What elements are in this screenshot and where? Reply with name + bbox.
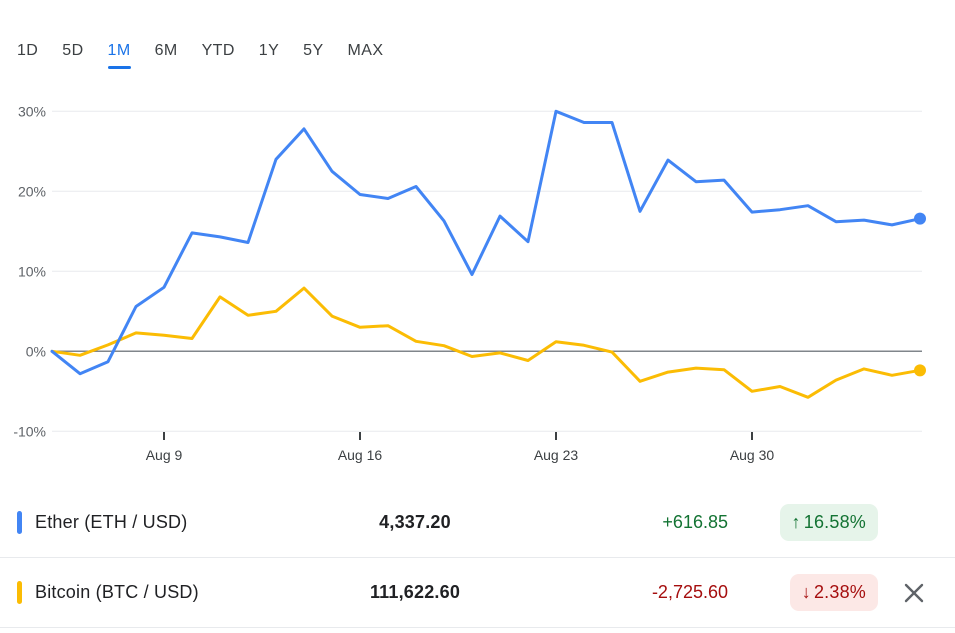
close-icon — [904, 583, 924, 602]
tab-underline — [348, 66, 384, 69]
bitcoin-end-dot — [914, 364, 926, 377]
tab-underline — [155, 66, 178, 69]
legend-row-bitcoin: Bitcoin (BTC / USD) 111,622.60 -2,725.60 ↓ 2… — [0, 558, 955, 628]
badge-slot: ↑ 16.58% — [728, 504, 878, 541]
tab-label: YTD — [201, 42, 235, 59]
percent-change-badge: ↓ 2.38% — [789, 574, 878, 611]
legend-row-ether: Ether (ETH / USD) 4,337.20 +616.85 ↑ 16.58% — [0, 488, 955, 558]
percent-change-value: 2.38% — [813, 582, 866, 602]
percent-change-badge: ↑ 16.58% — [779, 504, 878, 541]
tab-label: 6M — [154, 42, 178, 59]
close-slot — [889, 576, 939, 610]
tab-label: MAX — [347, 42, 384, 59]
ether-line — [50, 109, 922, 376]
chart-svg[interactable]: 30% 20% 10% 0% -10% Aug 9 Aug 16 Aug 23 Aug 30 — [0, 88, 955, 470]
badge-slot: ↓ 2.38% — [728, 574, 878, 611]
series-price-change: -2,725.60 — [651, 582, 728, 602]
series-price: 111,622.60 — [369, 582, 461, 602]
tab-max[interactable]: MAX — [344, 42, 388, 69]
series-price-change: +616.85 — [662, 512, 728, 532]
y-axis-label: 10% — [18, 263, 46, 279]
tab-5d[interactable]: 5D — [58, 42, 87, 69]
tab-underline — [62, 66, 83, 69]
percent-change-value: 16.58% — [803, 512, 866, 532]
y-axis-label: 30% — [18, 103, 46, 119]
series-name: Ether (ETH / USD) — [35, 512, 188, 532]
x-axis-label: Aug 9 — [146, 447, 183, 463]
tab-1d[interactable]: 1D — [13, 42, 42, 69]
tab-label: 1Y — [258, 42, 280, 59]
tab-label: 1M — [107, 42, 131, 59]
tab-underline — [303, 66, 323, 69]
tab-underline — [17, 66, 38, 69]
selected-tab-underline — [107, 66, 131, 69]
tab-label: 1D — [17, 42, 39, 59]
series-color-marker — [17, 511, 22, 534]
x-axis-label: Aug 23 — [534, 447, 579, 463]
tab-6m[interactable]: 6M — [151, 42, 182, 69]
arrow-up-icon: ↑ — [791, 512, 801, 532]
y-axis-label: 20% — [18, 183, 46, 199]
tab-label: 5D — [62, 42, 84, 59]
time-range-tabs: 1D 5D 1M 6M YTD 1Y 5Y MAX — [0, 0, 955, 75]
series-color-marker — [17, 581, 22, 604]
ether-end-dot — [914, 212, 926, 225]
series-price: 4,337.20 — [379, 512, 451, 532]
tab-1m[interactable]: 1M — [104, 42, 135, 69]
tab-label: 5Y — [303, 42, 324, 59]
tab-1y[interactable]: 1Y — [255, 42, 283, 69]
tab-underline — [259, 66, 279, 69]
chart: 30% 20% 10% 0% -10% Aug 9 Aug 16 Aug 23 Aug 30 — [0, 88, 955, 475]
legend-table: Ether (ETH / USD) 4,337.20 +616.85 ↑ 16.58% B… — [0, 488, 955, 628]
remove-comparison-button[interactable] — [897, 576, 931, 610]
series-name: Bitcoin (BTC / USD) — [35, 582, 199, 602]
tab-5y[interactable]: 5Y — [299, 42, 327, 69]
bitcoin-line — [50, 286, 922, 399]
x-axis-label: Aug 30 — [730, 447, 775, 463]
x-axis-label: Aug 16 — [338, 447, 383, 463]
y-axis-label: -10% — [13, 423, 46, 439]
arrow-down-icon: ↓ — [801, 582, 811, 602]
y-axis-label: 0% — [26, 343, 46, 359]
tab-ytd[interactable]: YTD — [198, 42, 239, 69]
tab-underline — [202, 66, 235, 69]
